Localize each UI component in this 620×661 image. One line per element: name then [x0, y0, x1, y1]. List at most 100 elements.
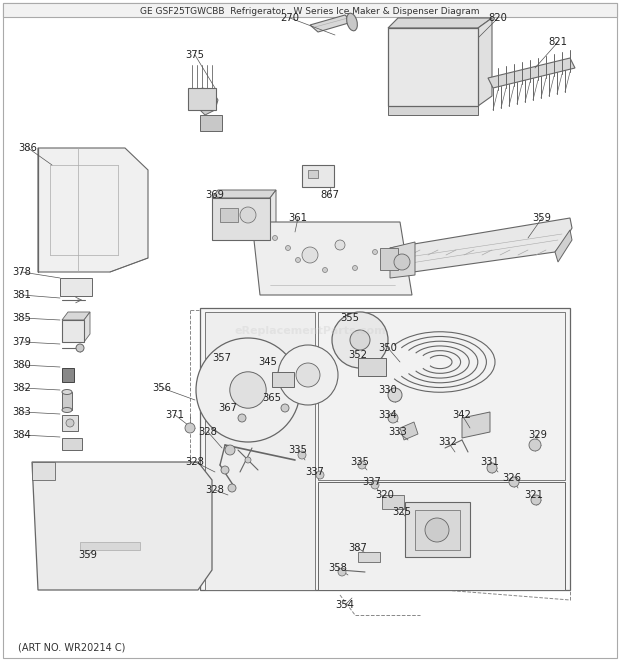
- Polygon shape: [210, 358, 232, 390]
- Text: 330: 330: [379, 385, 397, 395]
- Text: 358: 358: [329, 563, 347, 573]
- Text: 371: 371: [166, 410, 185, 420]
- Circle shape: [358, 461, 366, 469]
- Text: 821: 821: [549, 37, 567, 47]
- Circle shape: [238, 414, 246, 422]
- Polygon shape: [555, 230, 572, 262]
- Text: 320: 320: [376, 490, 394, 500]
- Polygon shape: [478, 18, 492, 106]
- Text: 335: 335: [350, 457, 370, 467]
- Bar: [380, 248, 398, 270]
- Circle shape: [394, 254, 410, 270]
- Text: GE GSF25TGWCBB  Refrigerator   W Series Ice Maker & Dispenser Diagram: GE GSF25TGWCBB Refrigerator W Series Ice…: [140, 7, 480, 15]
- Circle shape: [298, 451, 306, 459]
- Text: 333: 333: [389, 427, 407, 437]
- Polygon shape: [270, 190, 276, 240]
- Circle shape: [296, 258, 301, 262]
- Circle shape: [353, 266, 358, 270]
- Circle shape: [296, 363, 320, 387]
- Polygon shape: [32, 462, 212, 590]
- Circle shape: [185, 423, 195, 433]
- Circle shape: [278, 345, 338, 405]
- Polygon shape: [318, 312, 565, 480]
- Circle shape: [332, 312, 388, 368]
- Circle shape: [388, 413, 398, 423]
- Text: (ART NO. WR20214 C): (ART NO. WR20214 C): [18, 642, 125, 652]
- Text: 335: 335: [288, 445, 308, 455]
- Text: 369: 369: [205, 190, 224, 200]
- Text: 270: 270: [280, 13, 299, 23]
- Polygon shape: [200, 308, 570, 590]
- Ellipse shape: [62, 389, 72, 395]
- Text: 337: 337: [363, 477, 381, 487]
- Circle shape: [273, 235, 278, 241]
- Text: 352: 352: [348, 350, 368, 360]
- Bar: [272, 372, 294, 387]
- Bar: [62, 320, 84, 342]
- Circle shape: [425, 518, 449, 542]
- Polygon shape: [84, 312, 90, 342]
- Polygon shape: [390, 218, 572, 275]
- Text: 385: 385: [12, 313, 32, 323]
- Text: 386: 386: [19, 143, 37, 153]
- Circle shape: [350, 330, 370, 350]
- Bar: [405, 502, 470, 557]
- Bar: [60, 278, 92, 296]
- Bar: [62, 392, 72, 410]
- Text: 345: 345: [259, 357, 277, 367]
- Polygon shape: [198, 88, 218, 115]
- Circle shape: [221, 466, 229, 474]
- Text: 378: 378: [12, 267, 32, 277]
- Ellipse shape: [62, 407, 72, 412]
- Circle shape: [509, 477, 519, 487]
- Text: 328: 328: [198, 427, 218, 437]
- Circle shape: [285, 245, 291, 251]
- Circle shape: [487, 463, 497, 473]
- Circle shape: [529, 439, 541, 451]
- Bar: [3, 3, 617, 17]
- Polygon shape: [252, 222, 412, 295]
- Circle shape: [228, 484, 236, 492]
- Text: 331: 331: [480, 457, 500, 467]
- Text: 381: 381: [12, 290, 32, 300]
- Bar: [358, 552, 380, 562]
- Bar: [200, 115, 222, 131]
- Circle shape: [371, 481, 379, 489]
- Polygon shape: [205, 312, 315, 590]
- Polygon shape: [488, 58, 575, 88]
- Bar: [382, 495, 404, 509]
- Circle shape: [76, 344, 84, 352]
- Text: 365: 365: [262, 393, 281, 403]
- Text: 384: 384: [12, 430, 32, 440]
- Text: 375: 375: [185, 50, 205, 60]
- Polygon shape: [310, 15, 352, 32]
- Polygon shape: [462, 412, 490, 438]
- Text: 329: 329: [528, 430, 547, 440]
- Bar: [62, 415, 78, 431]
- Text: 383: 383: [12, 407, 32, 417]
- Bar: [80, 542, 140, 550]
- Text: 321: 321: [525, 490, 544, 500]
- Text: 382: 382: [12, 383, 32, 393]
- Text: 361: 361: [288, 213, 308, 223]
- Text: 867: 867: [321, 190, 340, 200]
- Polygon shape: [388, 18, 492, 28]
- Circle shape: [281, 404, 289, 412]
- Polygon shape: [248, 352, 280, 374]
- Ellipse shape: [347, 13, 357, 31]
- Circle shape: [373, 249, 378, 254]
- Text: 359: 359: [79, 550, 97, 560]
- Text: 326: 326: [502, 473, 521, 483]
- Polygon shape: [216, 406, 248, 428]
- Text: 354: 354: [335, 600, 355, 610]
- Bar: [358, 358, 386, 376]
- Bar: [415, 510, 460, 550]
- Bar: [212, 198, 270, 240]
- Circle shape: [196, 338, 300, 442]
- Text: 328: 328: [206, 485, 224, 495]
- Polygon shape: [38, 148, 148, 272]
- Bar: [308, 170, 318, 178]
- Circle shape: [66, 419, 74, 427]
- Circle shape: [531, 495, 541, 505]
- Circle shape: [335, 240, 345, 250]
